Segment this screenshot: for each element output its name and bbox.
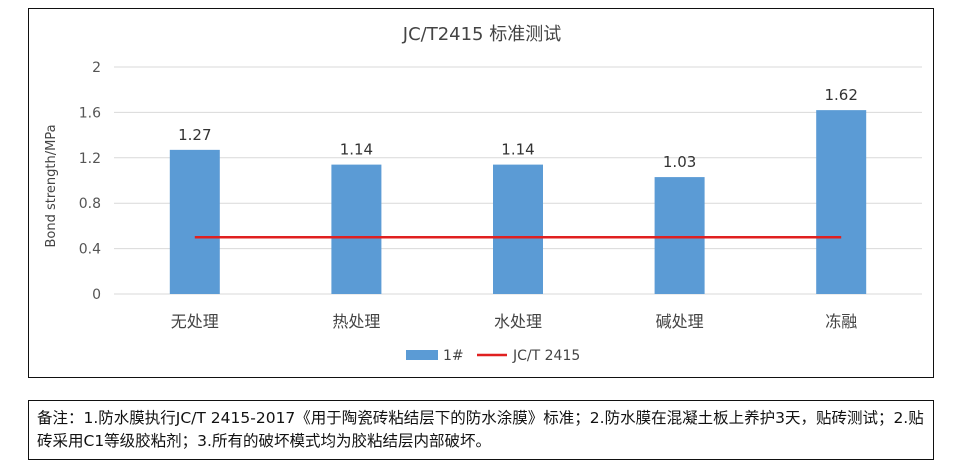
bar	[493, 164, 543, 294]
note-box: 备注：1.防水膜执行JC/T 2415-2017《用于陶瓷砖粘结层下的防水涂膜》…	[28, 400, 934, 460]
x-tick-label: 热处理	[332, 312, 380, 331]
x-tick-label: 冻融	[825, 312, 857, 331]
y-tick-label: 0	[92, 287, 101, 303]
y-tick-label: 2	[92, 60, 101, 76]
bar-value-label: 1.03	[663, 153, 696, 171]
legend-line-label: JC/T 2415	[512, 348, 580, 364]
bar	[654, 177, 705, 294]
legend-bar-label: 1#	[443, 348, 464, 364]
chart-frame: JC/T2415 标准测试 Bond strength/MPa 0 0.4 0.8 1…	[28, 8, 934, 378]
bar	[816, 110, 867, 294]
y-tick-label: 1.6	[79, 105, 101, 121]
y-tick-label: 0.4	[79, 242, 101, 258]
bars	[169, 110, 867, 294]
bar-value-label: 1.62	[824, 86, 857, 104]
bar-chart: JC/T2415 标准测试 Bond strength/MPa 0 0.4 0.8 1…	[44, 24, 922, 364]
bar-value-labels: 1.27 1.14 1.14 1.03 1.62	[178, 86, 858, 171]
x-tick-label: 碱处理	[656, 312, 704, 331]
x-tick-label: 水处理	[494, 312, 542, 331]
legend-bar-swatch	[406, 350, 438, 360]
bar-value-label: 1.14	[340, 141, 373, 159]
chart-title: JC/T2415 标准测试	[402, 24, 561, 45]
y-tick-label: 1.2	[79, 151, 101, 167]
bar-value-label: 1.27	[178, 126, 211, 144]
y-axis-label: Bond strength/MPa	[44, 124, 59, 247]
y-tick-label: 0.8	[79, 196, 101, 212]
legend: 1# JC/T 2415	[406, 348, 580, 364]
y-tick-labels: 0 0.4 0.8 1.2 1.6 2	[79, 60, 101, 303]
bar-value-label: 1.14	[501, 141, 534, 159]
bar	[331, 164, 382, 294]
note-text: 备注：1.防水膜执行JC/T 2415-2017《用于陶瓷砖粘结层下的防水涂膜》…	[37, 409, 924, 450]
x-tick-labels: 无处理 热处理 水处理 碱处理 冻融	[171, 312, 857, 331]
bar	[169, 149, 220, 294]
x-tick-label: 无处理	[171, 312, 219, 331]
